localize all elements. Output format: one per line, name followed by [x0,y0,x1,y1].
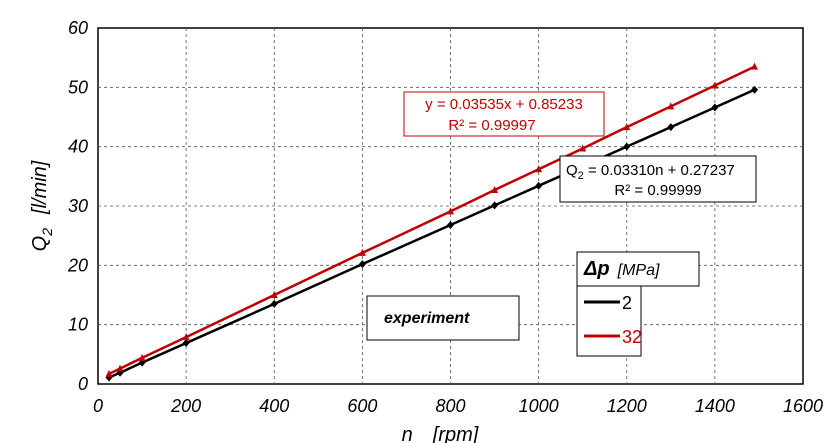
series-point-2 [623,142,631,151]
legend-entries-box [576,285,642,357]
y-tick-label: 0 [78,374,88,394]
y-axis-title: Q2 [l/min] [29,160,55,251]
series-point-2 [667,123,675,132]
experiment-label: experiment [384,310,470,327]
y-tick-label: 50 [68,77,88,97]
series-point-32 [751,62,759,70]
series-point-32 [711,81,719,89]
x-axis-unit: [rpm] [432,424,479,443]
legend-title: Δp [MPa] [583,258,660,280]
y-axis-subscript: 2 [39,228,55,237]
x-tick-label: 600 [347,396,377,416]
series-point-32 [623,123,631,131]
series-point-2 [711,103,719,112]
y-tick-labels: 0 10 20 30 40 50 60 [67,18,88,394]
y-axis-symbol: Q [29,236,51,252]
series-point-32 [447,207,454,215]
series-point-32 [116,364,124,372]
series-point-32 [138,353,146,361]
black-r-squared: R² = 0.99999 [614,182,701,199]
series-point-2 [751,85,759,94]
x-tick-label: 1400 [695,396,735,416]
x-tick-label: 0 [93,396,103,416]
series-point-32 [358,248,366,256]
experiment-box [366,295,520,341]
x-tick-label: 1600 [783,396,823,416]
series-line-2 [108,88,756,379]
x-tick-label: 200 [170,396,201,416]
series-point-32 [579,144,587,152]
legend-title-box [576,251,700,287]
legend-label-2: 2 [622,293,632,313]
series-point-2 [182,339,190,348]
y-tick-label: 60 [68,18,88,38]
series-point-2 [491,201,499,210]
legend-label-32: 32 [622,327,642,347]
series-point-2 [270,299,278,308]
x-axis-title: n [rpm] [402,424,479,443]
series-point-32 [491,185,499,193]
legend: Δp [MPa] 2 32 [576,251,700,357]
x-tick-labels: 0 200 400 600 800 1000 1200 1400 1600 [93,396,823,416]
series-point-32 [105,369,113,377]
series-point-32 [535,165,543,173]
legend-title-symbol: Δp [583,258,610,280]
black-equation-box [559,155,757,203]
series-point-32 [667,102,675,110]
series-line-32 [108,65,756,376]
series-point-2 [447,220,454,229]
x-tick-label: 400 [259,396,289,416]
x-axis-symbol: n [402,424,413,443]
y-tick-label: 10 [68,315,88,335]
x-tick-label: 800 [435,396,465,416]
x-tick-label: 1000 [519,396,559,416]
series-point-2 [535,181,543,190]
series-point-32 [182,333,190,341]
black-equation: Q2 = 0.03310n + 0.27237 [566,162,735,182]
red-r-squared: R² = 0.99997 [448,117,535,134]
x-tick-label: 1200 [607,396,647,416]
y-axis-unit: [l/min] [29,160,51,215]
y-tick-label: 30 [68,196,88,216]
series-point-32 [270,291,278,298]
y-tick-label: 20 [67,255,88,275]
red-equation: y = 0.03535x + 0.85233 [425,96,583,113]
legend-title-unit: [MPa] [617,262,660,279]
red-equation-box [403,91,605,137]
series-point-2 [358,260,366,269]
y-tick-label: 40 [68,137,88,157]
